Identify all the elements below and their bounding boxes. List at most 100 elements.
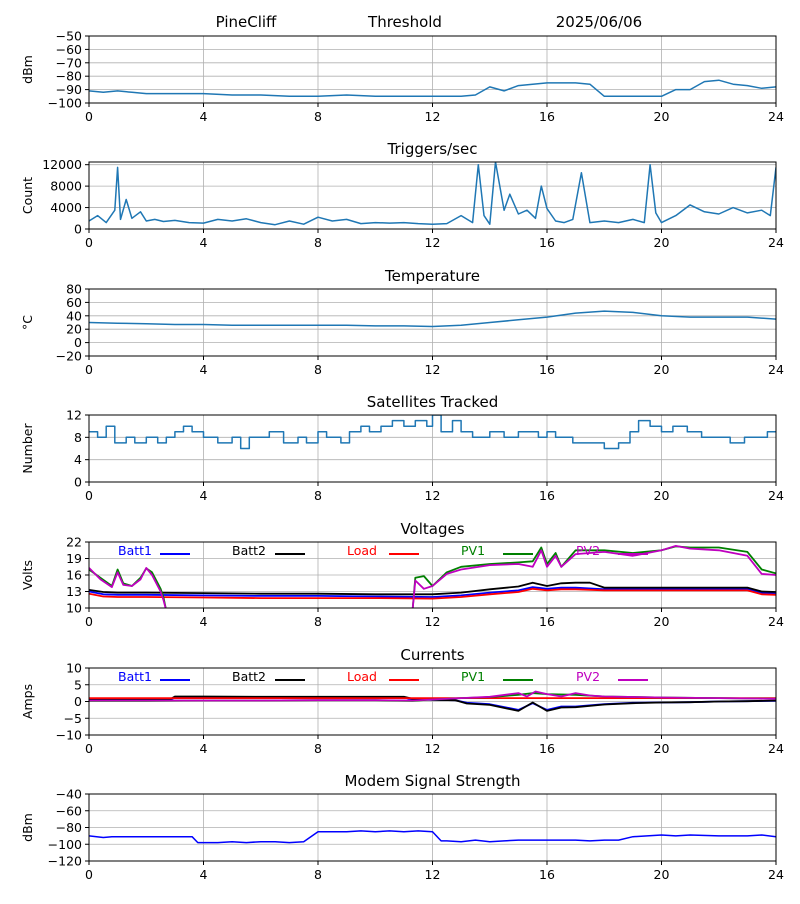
y-tick-label: −50 — [56, 29, 82, 44]
x-tick-label: 16 — [539, 109, 555, 124]
x-tick-label: 4 — [200, 614, 208, 629]
series-line — [89, 415, 776, 450]
x-tick-label: 20 — [654, 488, 670, 503]
y-tick-label: −100 — [48, 96, 82, 111]
chart-title: Satellites Tracked — [367, 393, 498, 411]
legend-label: PV1 — [461, 669, 485, 684]
y-tick-label: 12000 — [42, 157, 82, 172]
x-tick-label: 16 — [539, 614, 555, 629]
x-tick-label: 24 — [768, 741, 784, 756]
legend-label: Batt1 — [118, 543, 152, 558]
y-tick-label: −40 — [56, 787, 82, 802]
y-axis-label: dBm — [20, 55, 35, 84]
y-tick-label: 60 — [66, 295, 82, 310]
x-tick-label: 4 — [200, 362, 208, 377]
y-tick-label: −20 — [56, 349, 82, 364]
y-tick-label: 5 — [74, 677, 82, 692]
chart-panel-satellites: 0 4 8 12 16 20 24 0 4 8 12 Satellites Tracked Number — [20, 393, 784, 503]
x-tick-label: 24 — [768, 109, 784, 124]
chart-title: Modem Signal Strength — [345, 772, 521, 790]
x-tick-label: 4 — [200, 741, 208, 756]
x-tick-label: 20 — [654, 614, 670, 629]
y-tick-label: 16 — [66, 568, 82, 583]
x-tick-label: 8 — [314, 867, 322, 882]
x-tick-label: 4 — [200, 235, 208, 250]
y-tick-label: −120 — [48, 854, 82, 869]
y-tick-label: 8 — [74, 430, 82, 445]
x-tick-label: 8 — [314, 362, 322, 377]
x-tick-label: 20 — [654, 362, 670, 377]
chart-title: Currents — [400, 646, 464, 664]
x-tick-label: 0 — [85, 362, 93, 377]
y-tick-label: −10 — [56, 728, 82, 743]
y-tick-label: 22 — [66, 535, 82, 550]
y-axis-label: °C — [20, 315, 35, 330]
y-tick-label: −5 — [64, 711, 82, 726]
y-tick-label: 0 — [74, 694, 82, 709]
y-tick-label: −80 — [56, 69, 82, 84]
x-tick-label: 20 — [654, 109, 670, 124]
x-tick-label: 8 — [314, 109, 322, 124]
x-tick-label: 12 — [425, 362, 441, 377]
series-line — [89, 310, 776, 328]
x-tick-label: 8 — [314, 614, 322, 629]
y-tick-label: 40 — [66, 308, 82, 323]
x-tick-label: 0 — [85, 235, 93, 250]
chart-panel-modem: 0 4 8 12 16 20 24 −120 −100 −80 −60−40 Modem Signal… — [20, 772, 784, 882]
legend-label: Batt1 — [118, 669, 152, 684]
y-tick-label: −90 — [56, 82, 82, 97]
series-line — [89, 162, 776, 226]
chart-title: Triggers/sec — [387, 140, 478, 158]
legend-label: PV2 — [576, 543, 600, 558]
header-date: 2025/06/06 — [556, 13, 642, 31]
x-tick-label: 12 — [425, 741, 441, 756]
y-tick-label: 10 — [66, 601, 82, 616]
chart-title: Temperature — [384, 267, 480, 285]
y-tick-label: 20 — [66, 322, 82, 337]
y-axis-label: Number — [20, 423, 35, 474]
x-tick-label: 20 — [654, 867, 670, 882]
series-line-batt2 — [89, 581, 776, 596]
y-axis-label: Amps — [20, 684, 35, 719]
x-tick-label: 4 — [200, 867, 208, 882]
x-tick-label: 20 — [654, 741, 670, 756]
legend-label: Batt2 — [232, 543, 266, 558]
y-tick-label: 12 — [66, 408, 82, 423]
x-tick-label: 16 — [539, 867, 555, 882]
y-axis-label: Count — [20, 177, 35, 214]
y-tick-label: −70 — [56, 55, 82, 70]
y-tick-label: −60 — [56, 803, 82, 818]
y-tick-label: 13 — [66, 584, 82, 599]
x-tick-label: 16 — [539, 488, 555, 503]
x-tick-label: 0 — [85, 867, 93, 882]
y-tick-label: 80 — [66, 282, 82, 297]
y-tick-label: 19 — [66, 551, 82, 566]
x-tick-label: 16 — [539, 362, 555, 377]
x-tick-label: 4 — [200, 109, 208, 124]
x-tick-label: 24 — [768, 614, 784, 629]
series-line — [89, 830, 776, 844]
legend-label: Load — [347, 669, 377, 684]
x-tick-label: 0 — [85, 614, 93, 629]
y-tick-label: 10 — [66, 661, 82, 676]
x-tick-label: 20 — [654, 235, 670, 250]
x-tick-label: 24 — [768, 235, 784, 250]
series-line-load — [89, 587, 776, 600]
y-tick-label: 0 — [74, 475, 82, 490]
series-line-pv2 — [89, 690, 776, 702]
series-line — [89, 79, 776, 98]
x-tick-label: 8 — [314, 741, 322, 756]
x-tick-label: 12 — [425, 614, 441, 629]
series-line-pv2 — [89, 545, 776, 608]
x-tick-label: 0 — [85, 109, 93, 124]
y-tick-label: 4 — [74, 452, 82, 467]
x-tick-label: 24 — [768, 362, 784, 377]
legend-label: PV2 — [576, 669, 600, 684]
series-line-batt1 — [89, 586, 776, 598]
chart-panel-rssi: 0 4 8 12 16 20 24 −100−90−80−70−60−50 dBm — [20, 29, 784, 125]
y-tick-label: 0 — [74, 335, 82, 350]
chart-panel-triggers: 0 4 8 12 16 20 24 0 4000 8000 12000 Triggers/sec Cou… — [20, 140, 784, 250]
